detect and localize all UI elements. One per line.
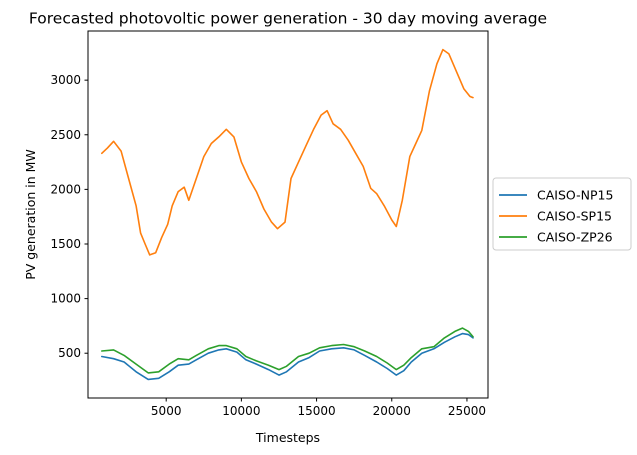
y-tick-label: 500 [58, 346, 81, 360]
x-tick-label: 15000 [297, 404, 335, 418]
legend-frame [492, 177, 632, 251]
x-axis: 5000 10000 15000 20000 25000 [151, 398, 486, 418]
y-tick-label: 3000 [50, 73, 81, 87]
y-axis-label: PV generation in MW [23, 149, 38, 280]
legend-label: CAISO-NP15 [537, 188, 613, 203]
y-axis: 500 1000 1500 2000 2500 3000 [50, 73, 88, 360]
y-tick-label: 1500 [50, 237, 81, 251]
legend-label: CAISO-ZP26 [537, 230, 613, 245]
x-tick-label: 5000 [151, 404, 182, 418]
x-tick-label: 25000 [448, 404, 486, 418]
plot-frame [87, 30, 489, 399]
series-line-caiso-zp26 [101, 327, 474, 374]
legend-label: CAISO-SP15 [537, 209, 612, 224]
x-tick-label: 10000 [222, 404, 260, 418]
legend: CAISO-NP15 CAISO-SP15 CAISO-ZP26 [492, 177, 632, 251]
series-line-caiso-sp15 [101, 48, 474, 256]
x-axis-label: Timesteps [255, 430, 320, 445]
series-line-caiso-np15 [101, 332, 474, 381]
chart-title: Forecasted photovoltic power generation … [29, 10, 547, 28]
y-tick-label: 2000 [50, 182, 81, 196]
y-tick-label: 1000 [50, 292, 81, 306]
y-tick-label: 2500 [50, 128, 81, 142]
x-tick-label: 20000 [373, 404, 411, 418]
series-layer [101, 48, 474, 381]
